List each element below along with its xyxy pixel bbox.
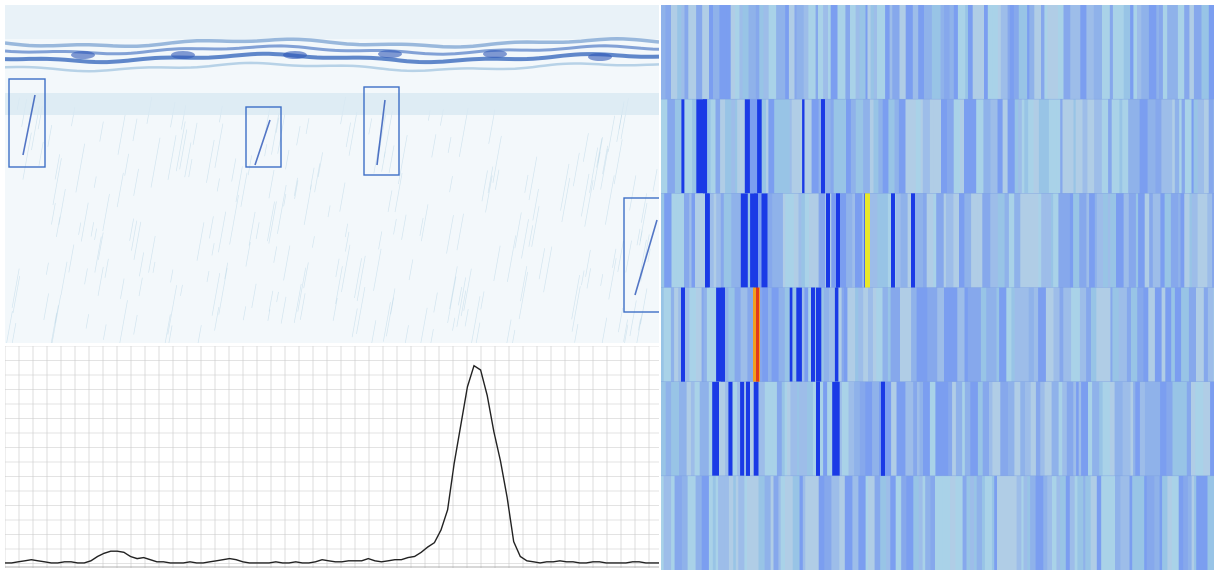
echo-blob <box>483 50 507 58</box>
echo-blob <box>378 50 402 58</box>
dark-band <box>826 193 830 288</box>
plot-grid <box>5 346 659 568</box>
target-streak <box>634 219 658 296</box>
heatmap-row <box>661 475 1214 570</box>
detection-box <box>623 197 659 313</box>
signal-profile-plot <box>5 346 659 568</box>
dark-band <box>821 99 825 194</box>
seafloor-echo-band <box>5 61 659 73</box>
dark-band <box>681 287 685 382</box>
echo-blob <box>71 51 95 59</box>
seafloor-echo-band <box>5 51 659 65</box>
heatmap-row <box>661 287 1214 382</box>
dark-band <box>746 381 750 476</box>
heatmap-row <box>661 5 1214 100</box>
heatmap-row <box>661 99 1214 194</box>
dark-band <box>911 193 915 288</box>
sonar-upper-band <box>5 5 659 39</box>
dark-band <box>816 381 820 476</box>
detection-box <box>8 78 46 168</box>
dark-band <box>705 193 709 288</box>
dark-band <box>754 193 758 288</box>
dark-band <box>836 193 840 288</box>
target-streak <box>376 99 386 166</box>
yellow-band <box>865 193 870 288</box>
dark-band <box>721 287 725 382</box>
sonar-texture <box>6 96 658 343</box>
heatmap-panel <box>661 5 1214 570</box>
signal-line <box>5 364 659 564</box>
target-streak <box>22 94 36 156</box>
dark-band <box>891 193 895 288</box>
detection-box <box>245 106 282 168</box>
target-streak <box>254 119 271 166</box>
sonar-lower-band <box>5 93 659 115</box>
seafloor-echo-band <box>5 37 659 49</box>
echo-blob <box>171 51 195 59</box>
heatmap-row <box>661 193 1214 288</box>
sonar-echogram <box>5 5 659 343</box>
red-band <box>756 287 759 382</box>
plot-background <box>5 346 659 568</box>
echo-blob <box>588 53 612 61</box>
dark-band <box>703 99 707 194</box>
dark-band <box>811 287 815 382</box>
detection-box <box>363 86 400 176</box>
echo-blob <box>283 51 307 59</box>
dark-band <box>881 381 885 476</box>
seafloor-echo-band <box>5 44 659 56</box>
heatmap-row <box>661 381 1214 476</box>
